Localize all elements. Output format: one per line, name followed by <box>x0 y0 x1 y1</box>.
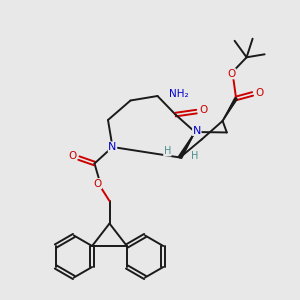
Text: O: O <box>93 178 102 189</box>
Polygon shape <box>223 98 237 121</box>
Text: N: N <box>108 142 117 152</box>
Text: O: O <box>68 151 76 161</box>
Text: H: H <box>164 146 171 156</box>
Text: O: O <box>227 69 236 79</box>
Text: NH₂: NH₂ <box>169 88 188 99</box>
Text: O: O <box>255 88 263 98</box>
Text: O: O <box>199 105 207 115</box>
Text: H: H <box>191 151 198 161</box>
Text: N: N <box>193 125 201 136</box>
Polygon shape <box>178 132 195 158</box>
